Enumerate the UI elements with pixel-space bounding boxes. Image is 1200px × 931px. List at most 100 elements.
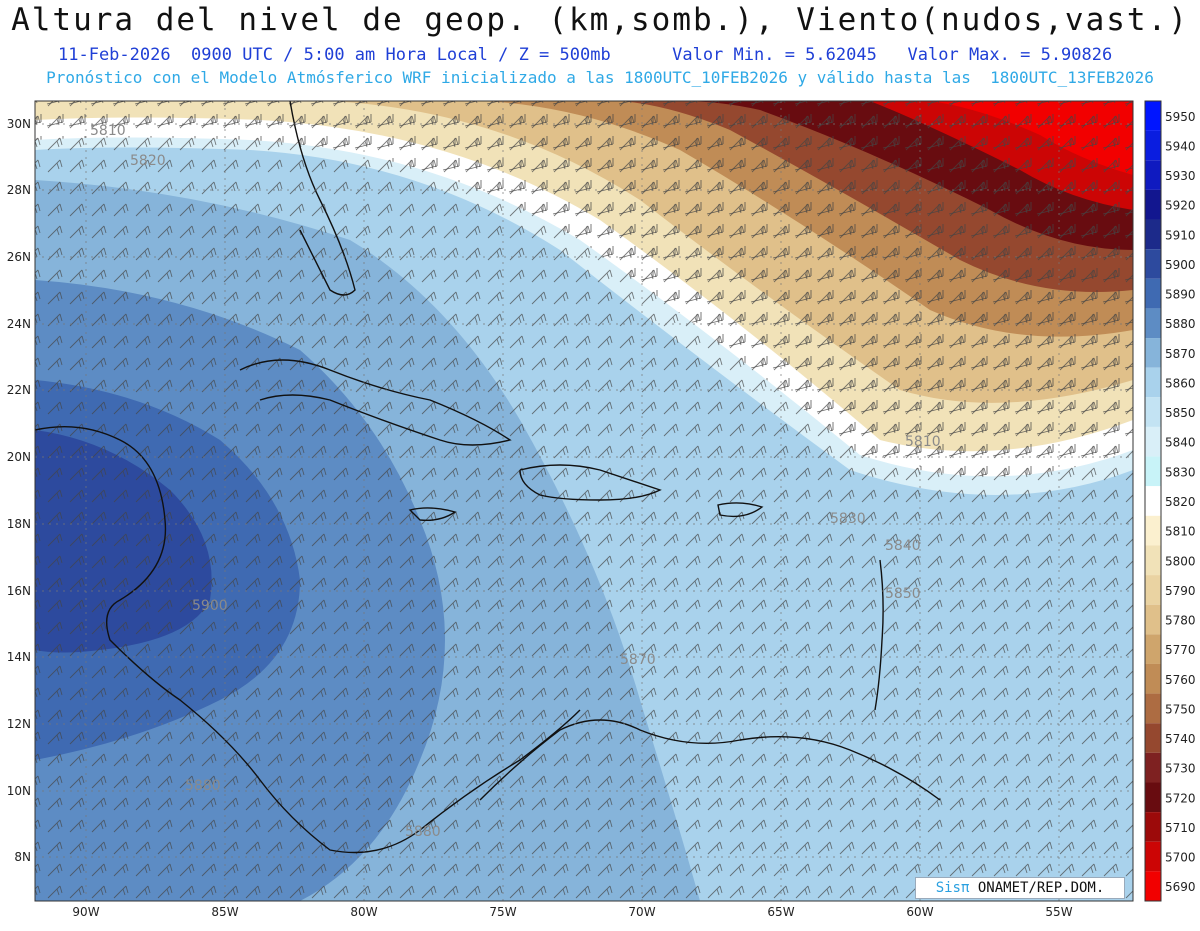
- central-america-coast: [35, 426, 581, 854]
- colorbar-swatch: [1145, 308, 1161, 339]
- lon-tick-label: 80W: [350, 905, 377, 919]
- colorbar-swatch: [1145, 278, 1161, 309]
- lon-tick-label: 85W: [211, 905, 238, 919]
- lon-tick-label: 60W: [906, 905, 933, 919]
- graticule: [35, 101, 1133, 901]
- contour-label: 5830: [830, 511, 866, 527]
- sispi-logo: Sisπ: [935, 880, 970, 896]
- colorbar-label: 5950: [1165, 110, 1196, 124]
- colorbar-label: 5920: [1165, 199, 1196, 213]
- map-title: Altura del nivel de geop. (km,somb.), Vi…: [11, 2, 1189, 38]
- lat-tick-label: 10N: [7, 784, 31, 798]
- jamaica-coast: [408, 507, 457, 522]
- colorbar-swatch: [1145, 219, 1161, 250]
- colorbar-swatch: [1145, 397, 1161, 427]
- colorbar-swatch: [1145, 693, 1161, 724]
- lat-tick-label: 14N: [7, 650, 31, 664]
- colorbar-label: 5800: [1165, 554, 1196, 568]
- colorbar-label: 5830: [1165, 465, 1196, 479]
- colorbar-frame: [1144, 100, 1162, 902]
- puerto-rico-coast: [717, 502, 764, 518]
- contour-label: 5850: [885, 586, 921, 602]
- colorbar-label: 5790: [1165, 584, 1196, 598]
- contour-label: 5880: [185, 778, 221, 794]
- credit-text: ONAMET/REP.DOM.: [969, 880, 1105, 896]
- colorbar-label: 5770: [1165, 643, 1196, 657]
- colorbar: 5950 5940 5930 5920 5910 5900 5890 5880 5870 5860…: [1144, 100, 1196, 902]
- colorbar-label: 5690: [1165, 880, 1196, 894]
- cuba-coast: [239, 359, 512, 446]
- colorbar-swatch: [1145, 841, 1161, 872]
- contour-label: 5810: [90, 123, 126, 139]
- date-line: 11-Feb-2026 0900 UTC / 5:00 am Hora Loca…: [58, 45, 611, 65]
- colorbar-label: 5880: [1165, 317, 1196, 331]
- lon-tick-label: 75W: [489, 905, 516, 919]
- axis-labels: 90W 85W 80W 75W 70W 65W 60W 55W 30N 28N …: [7, 117, 1073, 919]
- contour-label: 5840: [885, 538, 921, 554]
- lesser-antilles-arc: [874, 559, 884, 711]
- lat-tick-label: 22N: [7, 383, 31, 397]
- colorbar-label: 5700: [1165, 851, 1196, 865]
- contour-label: 5820: [130, 153, 166, 169]
- colorbar-swatch: [1145, 486, 1161, 516]
- lat-tick-label: 20N: [7, 450, 31, 464]
- model-info-line: Pronóstico con el Modelo Atmósferico WRF…: [46, 68, 1154, 87]
- colorbar-swatch: [1145, 812, 1161, 842]
- forecast-info-line: 11-Feb-2026 0900 UTC / 5:00 am Hora Loca…: [58, 45, 1112, 65]
- colorbar-swatch: [1145, 634, 1161, 664]
- lat-tick-label: 26N: [7, 250, 31, 264]
- colorbar-label: 5870: [1165, 347, 1196, 361]
- coastlines: [35, 101, 941, 854]
- colorbar-swatch: [1145, 871, 1161, 901]
- colorbar-swatch: [1145, 782, 1161, 813]
- colorbar-swatch: [1145, 604, 1161, 635]
- colorbar-label: 5760: [1165, 673, 1196, 687]
- lat-tick-label: 12N: [7, 717, 31, 731]
- lat-tick-label: 8N: [14, 850, 31, 864]
- colorbar-label: 5890: [1165, 288, 1196, 302]
- colorbar-swatch: [1145, 426, 1161, 457]
- colorbar-label: 5900: [1165, 258, 1196, 272]
- contour-label: 5870: [620, 652, 656, 668]
- colorbar-label: 5730: [1165, 762, 1196, 776]
- lon-tick-label: 65W: [767, 905, 794, 919]
- colorbar-label: 5820: [1165, 495, 1196, 509]
- wind-barbs-north: [35, 101, 1133, 477]
- colorbar-label: 5850: [1165, 406, 1196, 420]
- colorbar-swatch: [1145, 456, 1161, 487]
- colorbar-label: 5750: [1165, 702, 1196, 716]
- max-value: Valor Max. = 5.90826: [907, 45, 1113, 65]
- credit-box: Sisπ ONAMET/REP.DOM.: [915, 877, 1125, 899]
- contour-labels: 5810 5820 5810 5830 5840 5850 5870 5900 …: [90, 123, 941, 840]
- colorbar-swatch: [1145, 723, 1161, 753]
- contour-label: 5810: [905, 434, 941, 450]
- lat-tick-label: 24N: [7, 317, 31, 331]
- colorbar-swatch: [1145, 545, 1161, 576]
- contour-label: 5900: [192, 598, 228, 614]
- lat-tick-label: 16N: [7, 584, 31, 598]
- colorbar-label: 5710: [1165, 821, 1196, 835]
- colorbar-label: 5910: [1165, 228, 1196, 242]
- min-value: Valor Min. = 5.62045: [672, 45, 877, 65]
- contour-label: 5880: [405, 824, 441, 840]
- lon-tick-label: 55W: [1045, 905, 1072, 919]
- colorbar-label: 5840: [1165, 436, 1196, 450]
- colorbar-swatch: [1145, 515, 1161, 546]
- south-america-coast: [479, 719, 941, 801]
- hispaniola-coast: [519, 464, 662, 501]
- lat-tick-label: 28N: [7, 183, 31, 197]
- colorbar-swatch: [1145, 338, 1161, 368]
- colorbar-label: 5740: [1165, 732, 1196, 746]
- plot-area: 5810 5820 5810 5830 5840 5850 5870 5900 …: [35, 101, 1133, 901]
- colorbar-label: 5810: [1165, 525, 1196, 539]
- colorbar-swatch: [1145, 367, 1161, 398]
- plot-frame: [34, 100, 1134, 902]
- lat-tick-label: 30N: [7, 117, 31, 131]
- colorbar-swatch: [1145, 130, 1161, 161]
- colorbar-swatch: [1145, 101, 1161, 131]
- colorbar-swatch: [1145, 160, 1161, 190]
- colorbar-label: 5860: [1165, 376, 1196, 390]
- colorbar-swatch: [1145, 189, 1161, 220]
